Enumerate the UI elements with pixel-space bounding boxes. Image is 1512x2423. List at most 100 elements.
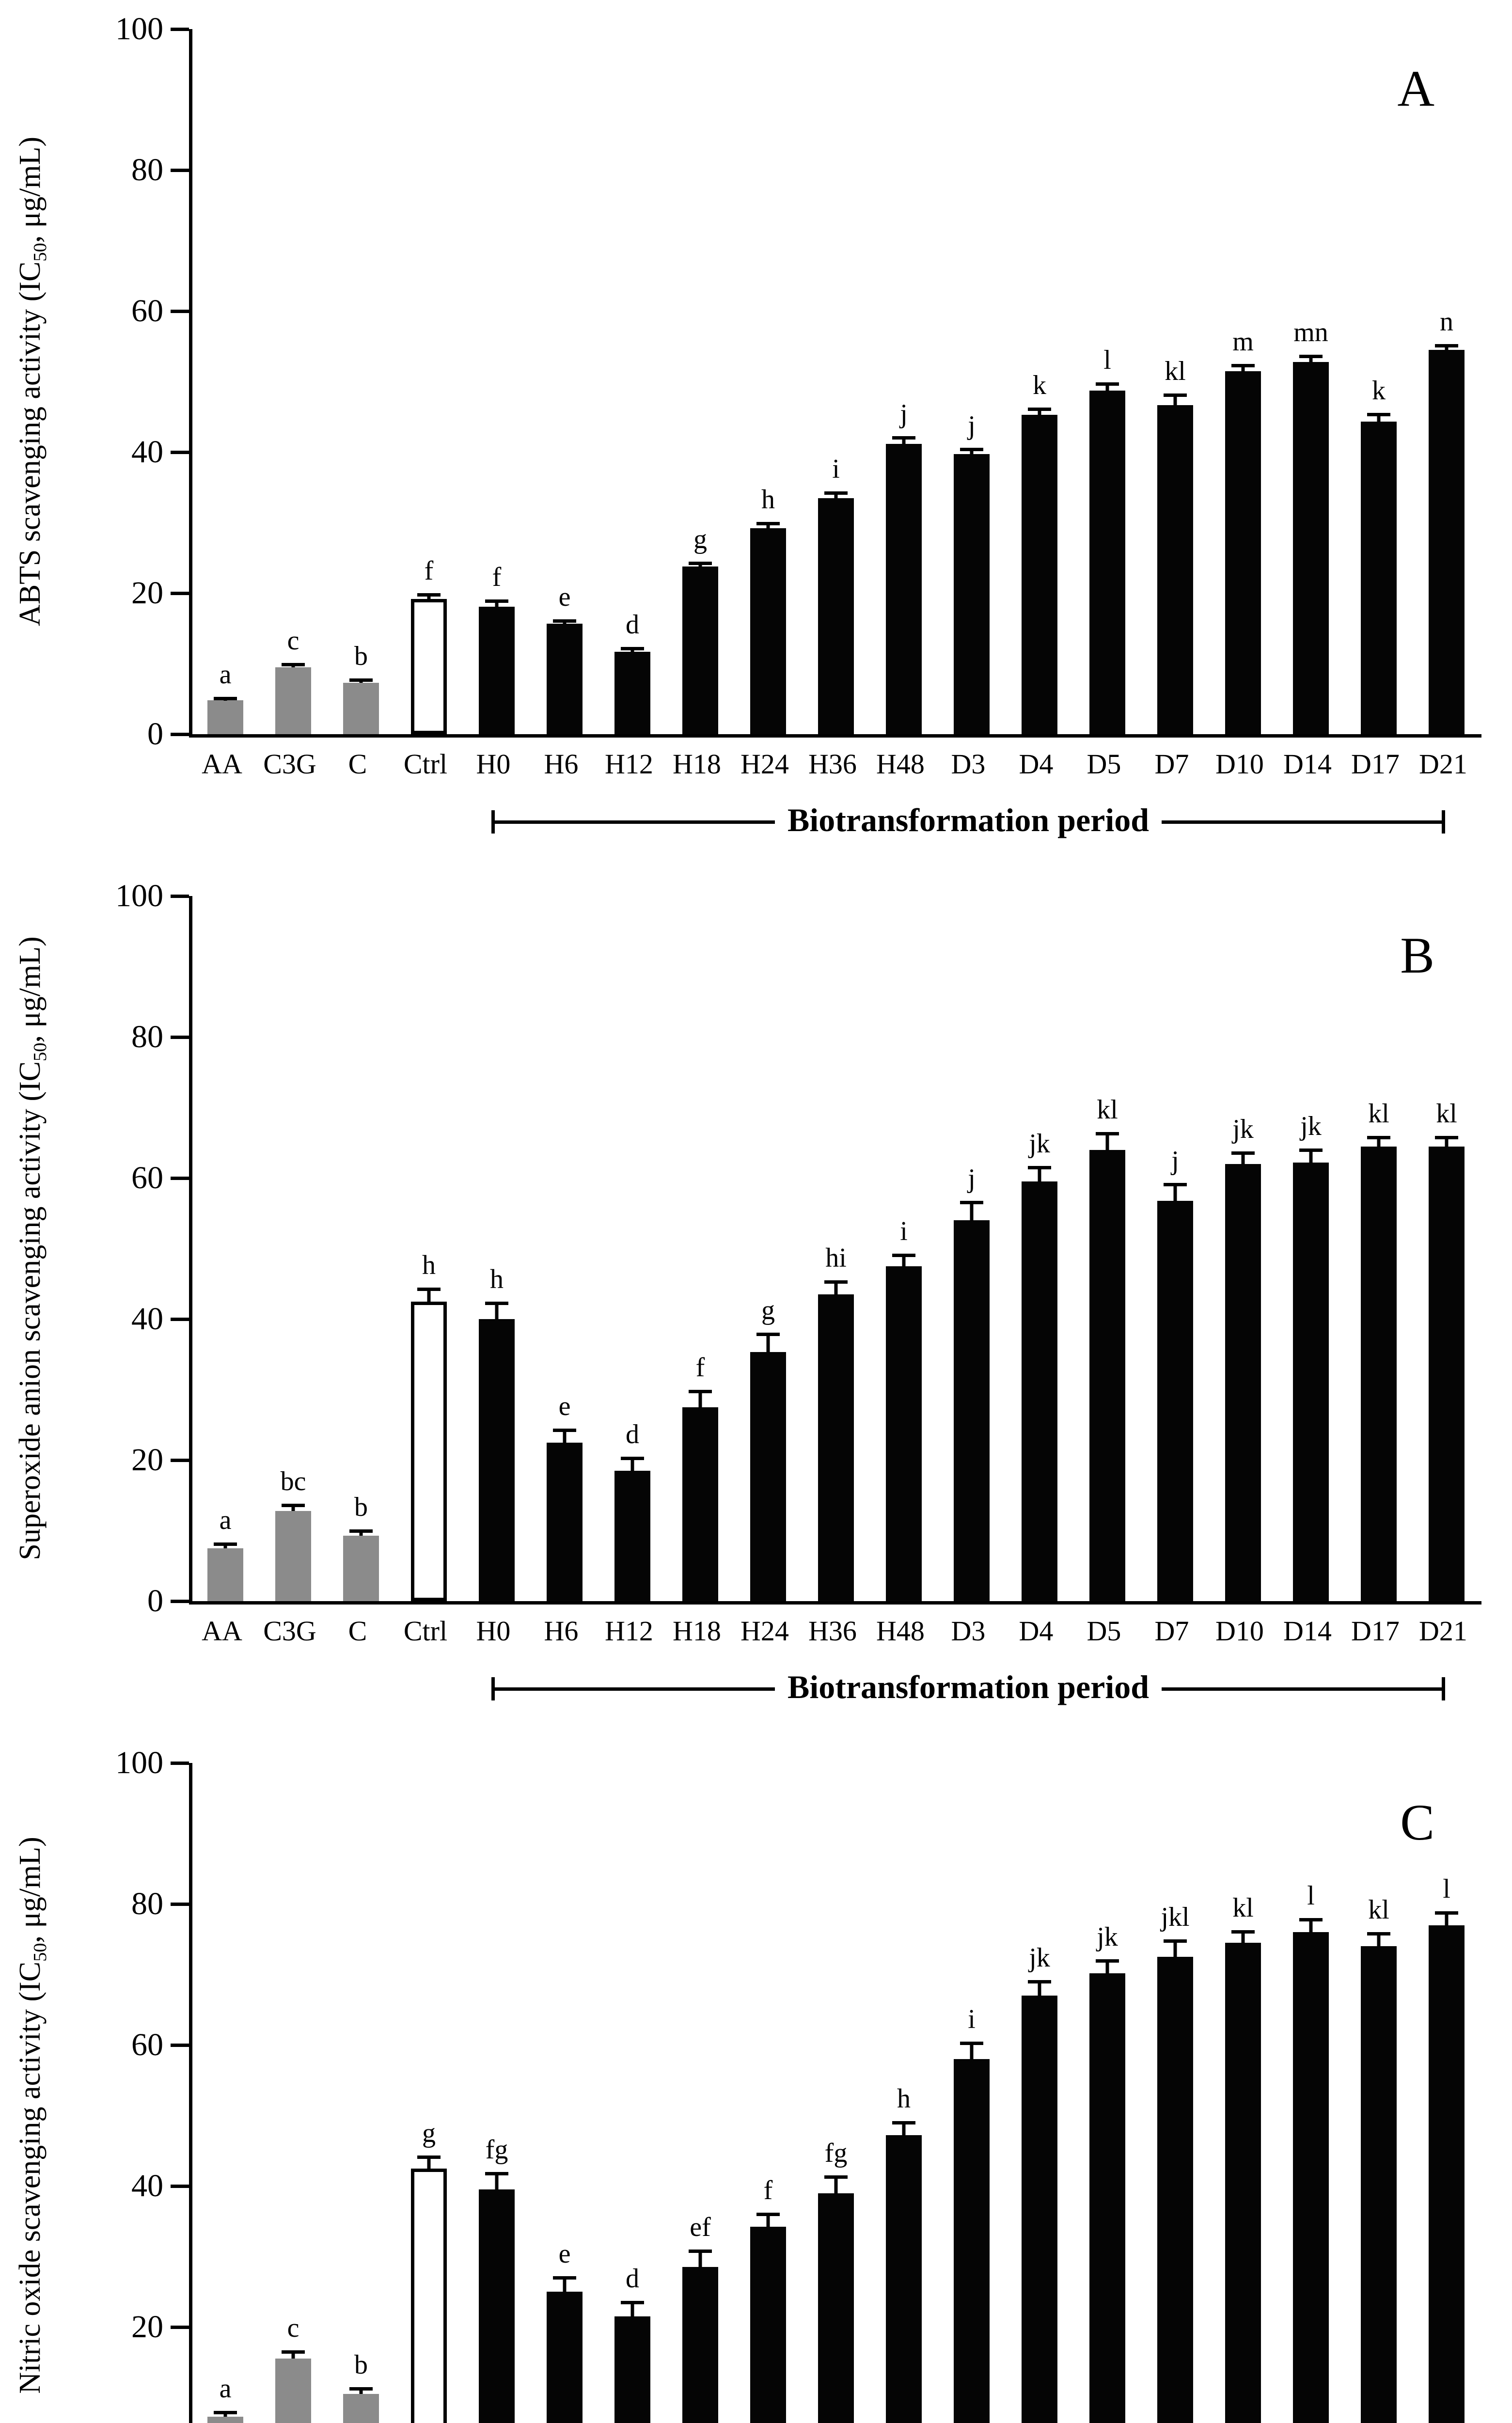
x-tick-label: D7 xyxy=(1154,748,1189,780)
x-tick-label: H12 xyxy=(605,1615,653,1647)
y-tick-mark xyxy=(171,450,189,454)
bar xyxy=(1225,1164,1261,1601)
y-tick-label: 60 xyxy=(131,293,163,329)
error-bar-stem xyxy=(1173,1186,1177,1201)
error-bar xyxy=(553,2276,576,2292)
error-bar xyxy=(553,1428,576,1443)
significance-letter: bc xyxy=(280,1466,306,1497)
error-bar xyxy=(960,448,983,455)
bar xyxy=(682,2267,718,2423)
x-tick-label: D5 xyxy=(1087,748,1121,780)
error-bar xyxy=(689,2249,712,2267)
significance-letter: e xyxy=(558,2239,571,2269)
error-bar xyxy=(689,1389,712,1407)
error-bar-stem xyxy=(970,1204,974,1221)
significance-letter: a xyxy=(219,1505,232,1536)
y-tick-mark xyxy=(171,1176,189,1180)
error-bar xyxy=(417,593,441,599)
error-bar xyxy=(1435,344,1458,350)
error-bar xyxy=(1231,1930,1255,1943)
panel-label: C xyxy=(1400,1794,1434,1851)
bracket-line xyxy=(1162,820,1442,824)
bar xyxy=(547,2292,583,2423)
bar xyxy=(818,498,854,734)
error-bar xyxy=(1231,1151,1255,1164)
error-bar xyxy=(756,2213,780,2227)
significance-letter: i xyxy=(968,2004,976,2034)
error-bar xyxy=(1164,1183,1187,1201)
x-tick-label: AA xyxy=(202,1615,242,1647)
y-axis-title: Superoxide anion scavenging activity (IC… xyxy=(13,936,51,1560)
y-axis-title-text: Superoxide anion scavenging activity (IC xyxy=(13,1061,47,1560)
error-bar-stem xyxy=(1241,1933,1245,1943)
bar xyxy=(207,700,243,734)
significance-letter: hi xyxy=(825,1243,847,1273)
x-tick-label: H12 xyxy=(605,748,653,780)
x-tick-label: D5 xyxy=(1087,1615,1121,1647)
y-tick-mark xyxy=(171,2043,189,2047)
bar xyxy=(1157,1957,1193,2423)
plot-area: 0 20 40 60 80 100 a bc b h h e d f g hi i j jk kl j jk jk kl kl xyxy=(115,880,1481,1617)
error-bar xyxy=(756,522,780,529)
x-tick-label: H36 xyxy=(808,1615,857,1647)
x-tick-label: H18 xyxy=(673,1615,721,1647)
bar xyxy=(207,1548,243,1601)
error-bar xyxy=(553,619,576,624)
bar xyxy=(1293,1163,1329,1601)
bar xyxy=(1157,405,1193,734)
error-bar-stem xyxy=(1173,397,1177,405)
error-bar-stem xyxy=(970,451,974,455)
bar xyxy=(954,1220,990,1601)
x-tick-label: D21 xyxy=(1419,748,1467,780)
error-bar-stem xyxy=(223,2414,227,2417)
significance-letter: e xyxy=(558,582,571,612)
error-bar xyxy=(1435,1135,1458,1147)
error-bar-stem xyxy=(1445,347,1449,350)
y-tick-label: 80 xyxy=(131,1019,163,1054)
error-bar-stem xyxy=(427,2159,431,2169)
x-tick-label: D3 xyxy=(951,748,986,780)
significance-letter: jk xyxy=(1232,1114,1254,1144)
x-tick-label: Ctrl xyxy=(403,748,448,780)
error-bar xyxy=(485,1301,508,1319)
bar xyxy=(886,1266,922,1601)
x-tick-label: D3 xyxy=(951,1615,986,1647)
chart-panel-c: C Nitric oxide scavenging activity (IC50… xyxy=(0,1734,1512,2423)
significance-letter: kl xyxy=(1368,1098,1389,1129)
error-bar-stem xyxy=(359,1532,363,1536)
error-bar xyxy=(689,561,712,566)
significance-letter: f xyxy=(492,562,502,593)
significance-letter: f xyxy=(763,2175,773,2206)
bar xyxy=(1293,1932,1329,2423)
error-bar-stem xyxy=(698,2252,702,2267)
error-bar-stem xyxy=(1445,1139,1449,1147)
y-tick-label: 40 xyxy=(131,434,163,470)
bar xyxy=(818,1294,854,1601)
error-bar-stem xyxy=(427,1290,431,1302)
significance-letter: d xyxy=(626,1419,639,1449)
bracket-right-cap xyxy=(1442,1677,1446,1700)
bar xyxy=(1225,371,1261,734)
y-tick-mark xyxy=(171,27,189,31)
biotransformation-bracket: Biotransformation period xyxy=(491,802,1446,838)
error-bar-stem xyxy=(766,2216,770,2227)
significance-letter: jk xyxy=(1300,1111,1322,1141)
significance-letter: b xyxy=(354,641,368,672)
bar xyxy=(275,2359,311,2423)
bar xyxy=(411,2168,447,2423)
significance-letter: f xyxy=(695,1352,705,1383)
significance-letter: kl xyxy=(1232,1892,1254,1923)
x-tick-label: D17 xyxy=(1351,1615,1400,1647)
y-tick-mark xyxy=(171,2325,189,2329)
error-bar xyxy=(960,2041,983,2060)
error-bar xyxy=(417,2156,441,2169)
bar xyxy=(1429,1146,1465,1601)
error-bar xyxy=(282,663,305,667)
y-axis-title-text: ABTS scavenging activity (IC xyxy=(13,261,47,627)
y-tick-mark xyxy=(171,1458,189,1462)
error-bar-stem xyxy=(495,603,499,607)
error-bar xyxy=(621,2301,644,2317)
error-bar-stem xyxy=(563,2280,567,2292)
y-tick-label: 40 xyxy=(131,1301,163,1337)
bar xyxy=(682,1407,718,1601)
